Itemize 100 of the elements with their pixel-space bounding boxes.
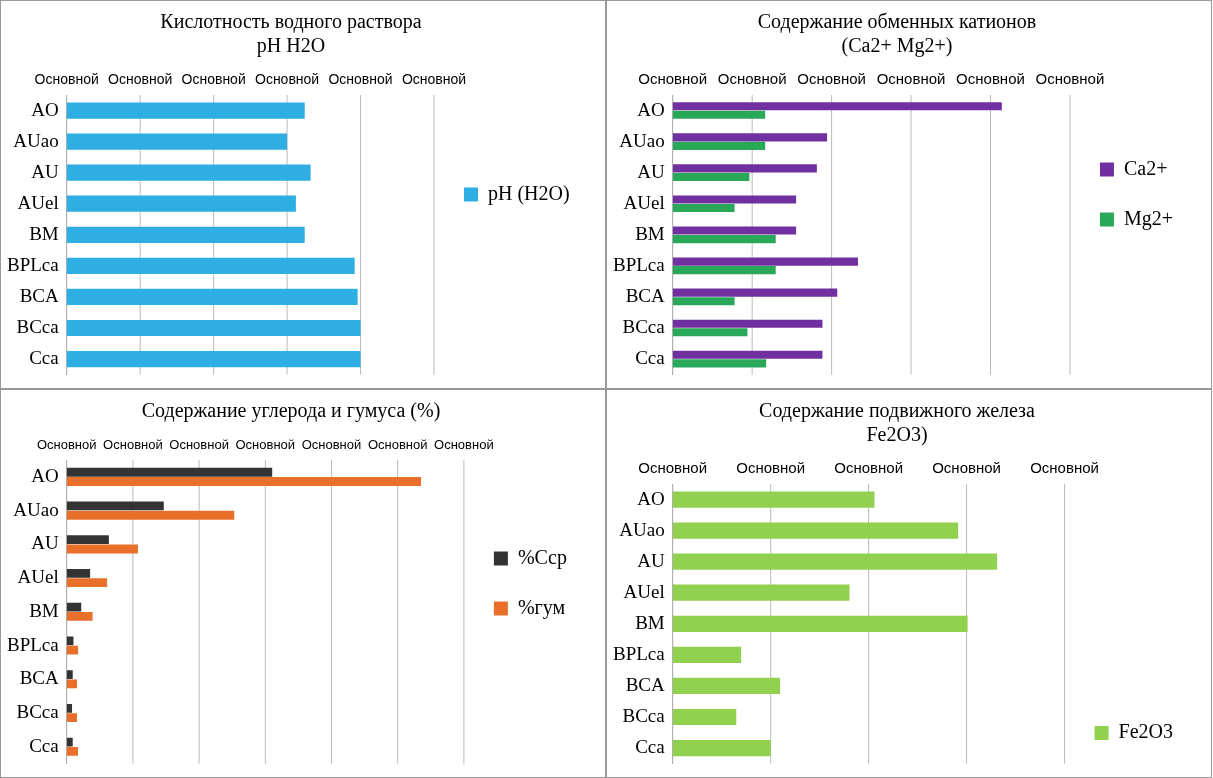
bar [66,737,73,747]
text: Основной [169,437,229,453]
y-tick-label: AO [31,464,59,486]
bar [672,110,766,119]
bar [672,739,771,757]
y-tick-label: AO [31,98,59,120]
bar [672,297,735,306]
bar [66,319,361,337]
y-tick-label: Cca [635,736,666,758]
text: Основной [254,70,320,87]
bar [66,636,74,646]
bar [66,578,108,588]
y-tick-label: BCA [625,673,665,695]
bar [66,645,79,655]
y-tick-label: BPLca [612,642,666,664]
text: Основной [932,458,1001,476]
bar [672,102,1002,111]
y-tick-label: BCca [16,700,60,722]
y-tick-label: AU [31,532,59,554]
legend-label: pH (H2O) [488,181,570,205]
y-tick-label: AUel [623,191,665,213]
bar [66,195,296,212]
y-tick-label: AO [637,98,665,120]
bar [672,350,823,359]
y-tick-label: AUel [17,566,59,588]
bar [66,102,305,119]
text: Основной [717,69,787,87]
y-tick-label: AUao [619,129,665,151]
text: Основной [1030,458,1099,476]
text: Основной [181,70,246,87]
bar [672,288,838,297]
y-tick-label: AO [637,487,665,509]
bar [66,612,93,621]
bar [672,553,998,570]
chart-title: Содержание углерода и гумуса (%) [141,399,441,423]
y-tick-label: AUao [13,498,59,520]
legend-label: Mg2+ [1123,206,1173,230]
bar [672,141,766,150]
bar [66,510,235,520]
bar [672,164,817,173]
bar [672,677,781,695]
y-tick-label: AUao [13,129,59,151]
bar [672,522,959,539]
y-tick-label: BPLca [6,253,60,275]
chart-title: Содержание обменных катионов (Ca2+ Mg2+) [757,10,1037,58]
text: Основной [1035,69,1105,87]
y-tick-label: Cca [29,347,60,369]
bar [66,679,77,689]
y-tick-label: AUel [623,580,665,602]
bar [66,703,73,713]
text: Основной [638,69,708,87]
text: Основной [34,70,99,87]
bar [672,133,828,142]
chart-title: Содержание подвижного железа Fe2O3) [759,399,1036,447]
text: Основной [301,437,362,453]
y-tick-label: BPLca [6,633,60,655]
bar [66,133,288,150]
legend-label: Fe2O3 [1118,720,1174,743]
bar [672,491,875,508]
bar [66,535,109,545]
y-tick-label: AU [31,160,59,182]
y-tick-label: BCA [19,667,59,689]
y-tick-label: BM [635,222,665,244]
bar [66,288,358,306]
bar [672,359,767,368]
text: Основной [367,437,428,453]
text: Основной [736,458,806,476]
bar [66,477,422,486]
bar [66,350,361,368]
y-tick-label: AUao [619,518,665,540]
bar [672,266,776,275]
bar [66,713,77,723]
text: Основной [108,70,173,87]
y-tick-label: AU [637,160,665,182]
y-tick-label: BCca [622,315,666,337]
bar [66,501,164,511]
bar [672,319,823,328]
y-tick-label: BM [635,611,665,633]
y-tick-label: BCca [622,704,666,726]
text: Основной [434,437,494,453]
y-tick-label: BM [29,599,59,621]
bar [66,257,355,274]
bar [66,602,82,612]
text: Основной [638,458,708,476]
y-tick-label: BM [29,222,59,244]
bar [672,195,797,204]
text: Основной [876,69,946,87]
bar [672,226,797,235]
bar [672,708,737,726]
y-tick-label: BCA [625,284,665,306]
bar [66,467,273,477]
y-tick-label: Cca [29,734,60,756]
bar [66,746,79,756]
y-tick-label: AUel [17,191,59,213]
bar [66,544,138,554]
bar [66,164,311,181]
text: Основной [36,437,97,453]
bar [66,569,91,578]
text: Основной [103,437,163,453]
text: Основной [797,69,866,87]
